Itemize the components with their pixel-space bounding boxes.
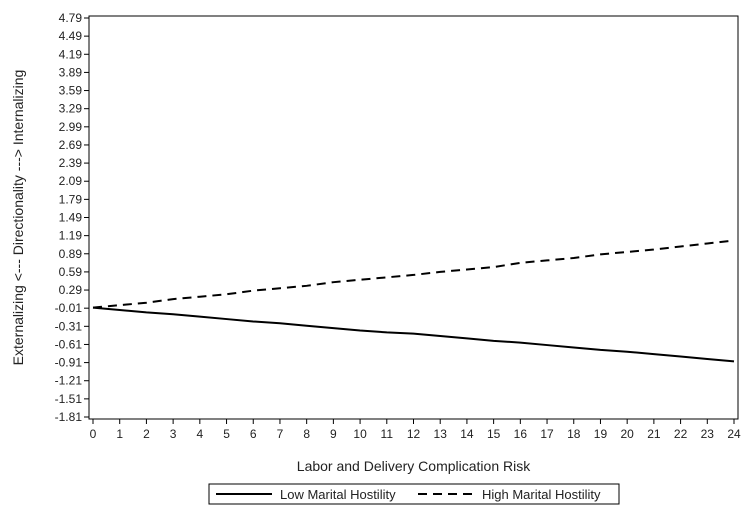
y-tick-label: 3.29 <box>59 102 83 116</box>
y-tick-label: -1.81 <box>55 410 83 424</box>
x-tick-label: 1 <box>116 427 123 441</box>
x-tick-label: 20 <box>620 427 634 441</box>
legend-label-low-marital-hostility: Low Marital Hostility <box>280 487 396 502</box>
x-tick-label: 7 <box>277 427 284 441</box>
y-axis-title: Externalizing <--- Directionality ---> I… <box>10 70 26 366</box>
series-layer <box>92 239 735 363</box>
x-axis-title: Labor and Delivery Complication Risk <box>297 458 531 474</box>
y-tick-label: 1.79 <box>59 192 83 206</box>
y-tick-label: 2.09 <box>59 174 83 188</box>
x-tick-label: 15 <box>487 427 501 441</box>
legend-label-high-marital-hostility: High Marital Hostility <box>482 487 601 502</box>
x-tick-label: 19 <box>594 427 608 441</box>
y-axis-ticks: 4.79 4.49 4.19 3.89 3.59 3.29 2.99 2.69 2.39 2.09… <box>55 11 89 424</box>
series-line-high-marital-hostility <box>92 239 735 309</box>
y-tick-label: -0.31 <box>55 319 83 333</box>
y-tick-label: 0.29 <box>59 283 83 297</box>
plot-frame <box>88 15 739 420</box>
x-axis-ticks: 0 1 2 3 4 5 6 7 8 9 10 11 12 13 14 15 16 17 18 19 20 21 22 23 24 <box>90 419 741 441</box>
y-tick-label: 2.69 <box>59 138 83 152</box>
y-tick-label: 0.89 <box>59 247 83 261</box>
y-tick-label: 1.19 <box>59 229 83 243</box>
x-tick-label: 13 <box>434 427 448 441</box>
y-tick-label: 3.89 <box>59 65 83 79</box>
x-tick-label: 18 <box>567 427 581 441</box>
legend-box <box>208 483 620 505</box>
y-tick-label: 4.49 <box>59 29 83 43</box>
y-tick-label: 1.49 <box>59 211 83 225</box>
x-tick-label: 2 <box>143 427 150 441</box>
x-tick-label: 16 <box>514 427 528 441</box>
x-tick-label: 5 <box>223 427 230 441</box>
y-tick-label: -1.51 <box>55 392 83 406</box>
y-tick-label: 0.59 <box>59 265 83 279</box>
x-tick-label: 10 <box>353 427 367 441</box>
series-line-low-marital-hostility <box>92 306 735 363</box>
legend: Low Marital Hostility High Marital Hosti… <box>208 483 620 505</box>
y-tick-label: 4.79 <box>59 11 83 25</box>
x-tick-label: 17 <box>540 427 554 441</box>
y-tick-label: 2.99 <box>59 120 83 134</box>
x-tick-label: 21 <box>647 427 661 441</box>
x-tick-label: 8 <box>303 427 310 441</box>
y-tick-label: -0.01 <box>55 301 83 315</box>
x-tick-label: 24 <box>727 427 741 441</box>
x-tick-label: 4 <box>196 427 203 441</box>
x-tick-label: 23 <box>701 427 715 441</box>
x-tick-label: 9 <box>330 427 337 441</box>
y-tick-label: 3.59 <box>59 84 83 98</box>
x-tick-label: 0 <box>90 427 97 441</box>
x-tick-label: 11 <box>381 427 394 441</box>
x-tick-label: 22 <box>674 427 688 441</box>
x-tick-label: 6 <box>250 427 257 441</box>
x-tick-label: 3 <box>170 427 177 441</box>
y-tick-label: -0.61 <box>55 337 83 351</box>
y-tick-label: -1.21 <box>55 374 83 388</box>
y-tick-label: 2.39 <box>59 156 83 170</box>
x-tick-label: 12 <box>407 427 421 441</box>
y-tick-label: -0.91 <box>55 356 83 370</box>
y-tick-label: 4.19 <box>59 47 83 61</box>
x-tick-label: 14 <box>460 427 474 441</box>
